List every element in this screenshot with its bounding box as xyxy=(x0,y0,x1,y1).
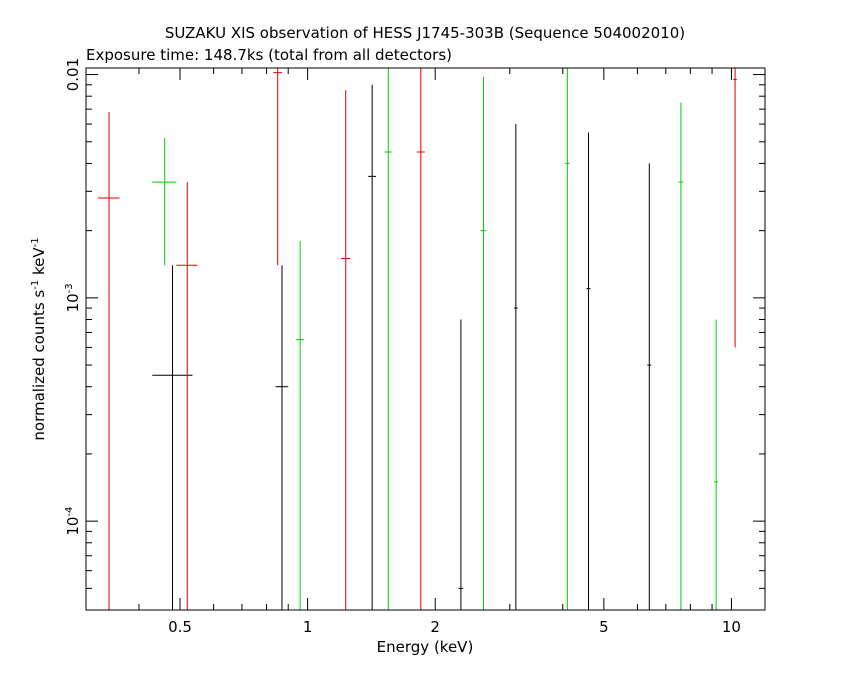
x-axis-ticks xyxy=(85,68,732,610)
x-tick-label: 2 xyxy=(430,618,440,636)
x-tick-labels: 0.5 1 2 5 10 xyxy=(168,618,741,636)
y-axis-ticks xyxy=(86,74,765,611)
y-tick-label-exp: -4 xyxy=(64,507,75,517)
y-tick-label-base: 10 xyxy=(64,517,82,536)
plot-frame xyxy=(85,67,766,611)
x-tick-label: 10 xyxy=(722,618,741,636)
x-tick-label: 5 xyxy=(599,618,609,636)
y-tick-label-base: 10 xyxy=(64,293,82,312)
y-tick-labels: 10-410-30.01 xyxy=(64,58,82,536)
y-tick-label: 10-4 xyxy=(64,507,82,536)
y-tick-label: 10-3 xyxy=(64,283,82,312)
series-2 xyxy=(152,68,719,610)
y-axis-label-sup2: -1 xyxy=(30,237,41,247)
data-layer xyxy=(97,68,737,610)
y-axis-label-mid: keV xyxy=(30,247,48,280)
y-tick-label-exp: -3 xyxy=(64,283,75,293)
x-tick-label: 1 xyxy=(303,618,313,636)
chart-title: SUZAKU XIS observation of HESS J1745-303… xyxy=(165,24,685,42)
y-axis-label-base: normalized counts s xyxy=(30,290,48,441)
y-axis-label-sup1: -1 xyxy=(30,280,41,290)
series-1 xyxy=(97,68,737,610)
x-axis-label: Energy (keV) xyxy=(377,638,474,656)
y-tick-label-base: 0.01 xyxy=(64,58,82,91)
y-tick-label: 0.01 xyxy=(64,58,82,91)
series-0 xyxy=(152,84,652,610)
chart-subtitle: Exposure time: 148.7ks (total from all d… xyxy=(86,46,452,64)
x-tick-label: 0.5 xyxy=(168,618,192,636)
y-axis-label: normalized counts s-1 keV-1 xyxy=(30,237,48,440)
